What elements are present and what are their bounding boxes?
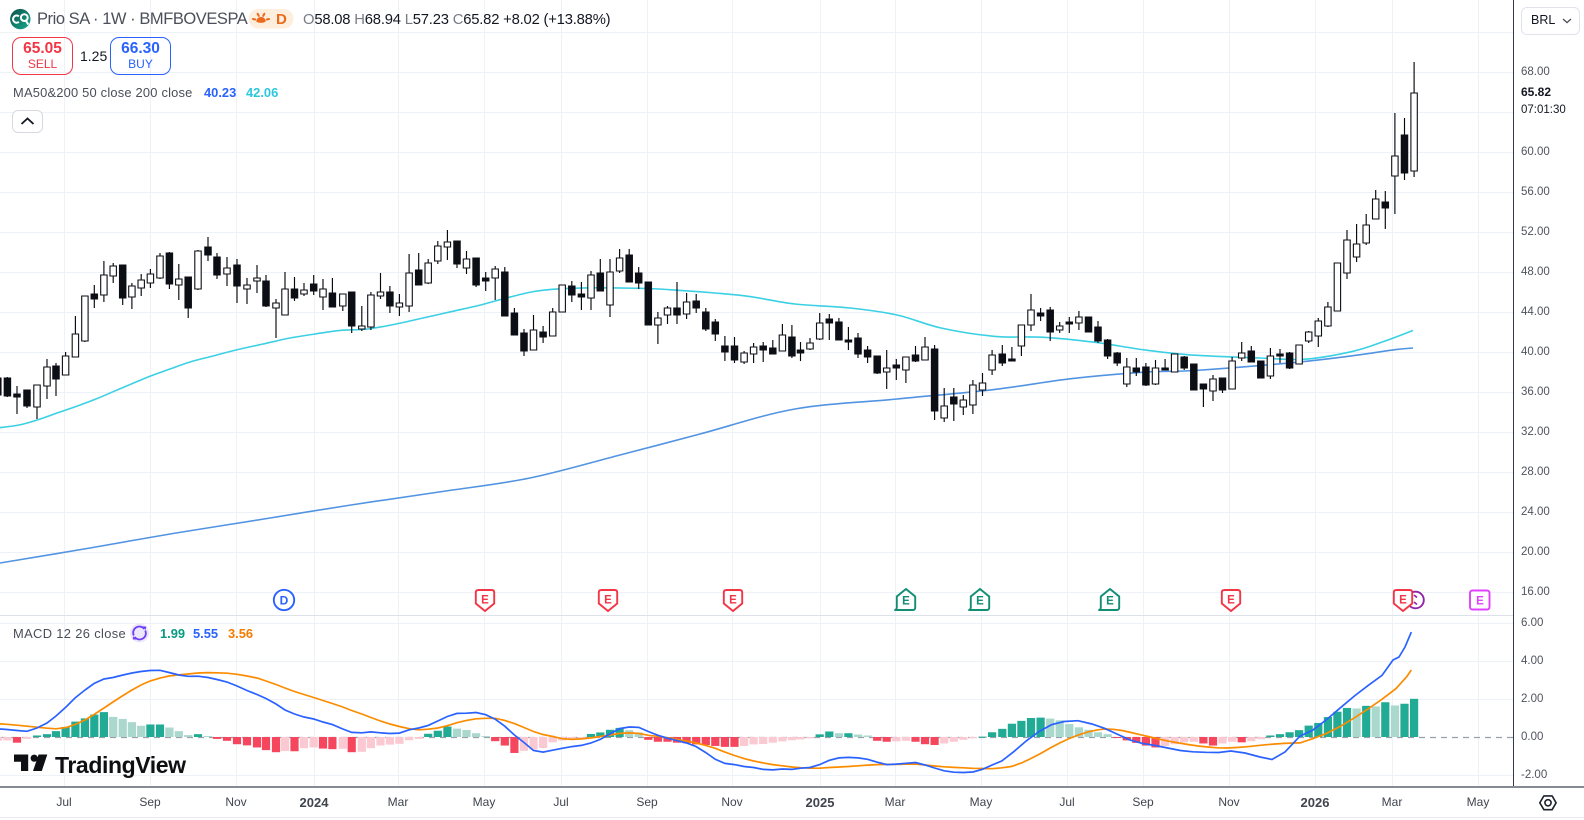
svg-text:E: E bbox=[729, 595, 737, 607]
svg-text:E: E bbox=[481, 595, 489, 607]
svg-text:E: E bbox=[604, 595, 612, 607]
svg-text:E: E bbox=[1476, 596, 1484, 608]
svg-text:E: E bbox=[902, 596, 910, 608]
svg-text:D: D bbox=[280, 594, 289, 608]
svg-text:E: E bbox=[1227, 595, 1235, 607]
svg-text:E: E bbox=[1106, 596, 1114, 608]
svg-text:E: E bbox=[1399, 595, 1407, 607]
svg-text:E: E bbox=[976, 596, 984, 608]
